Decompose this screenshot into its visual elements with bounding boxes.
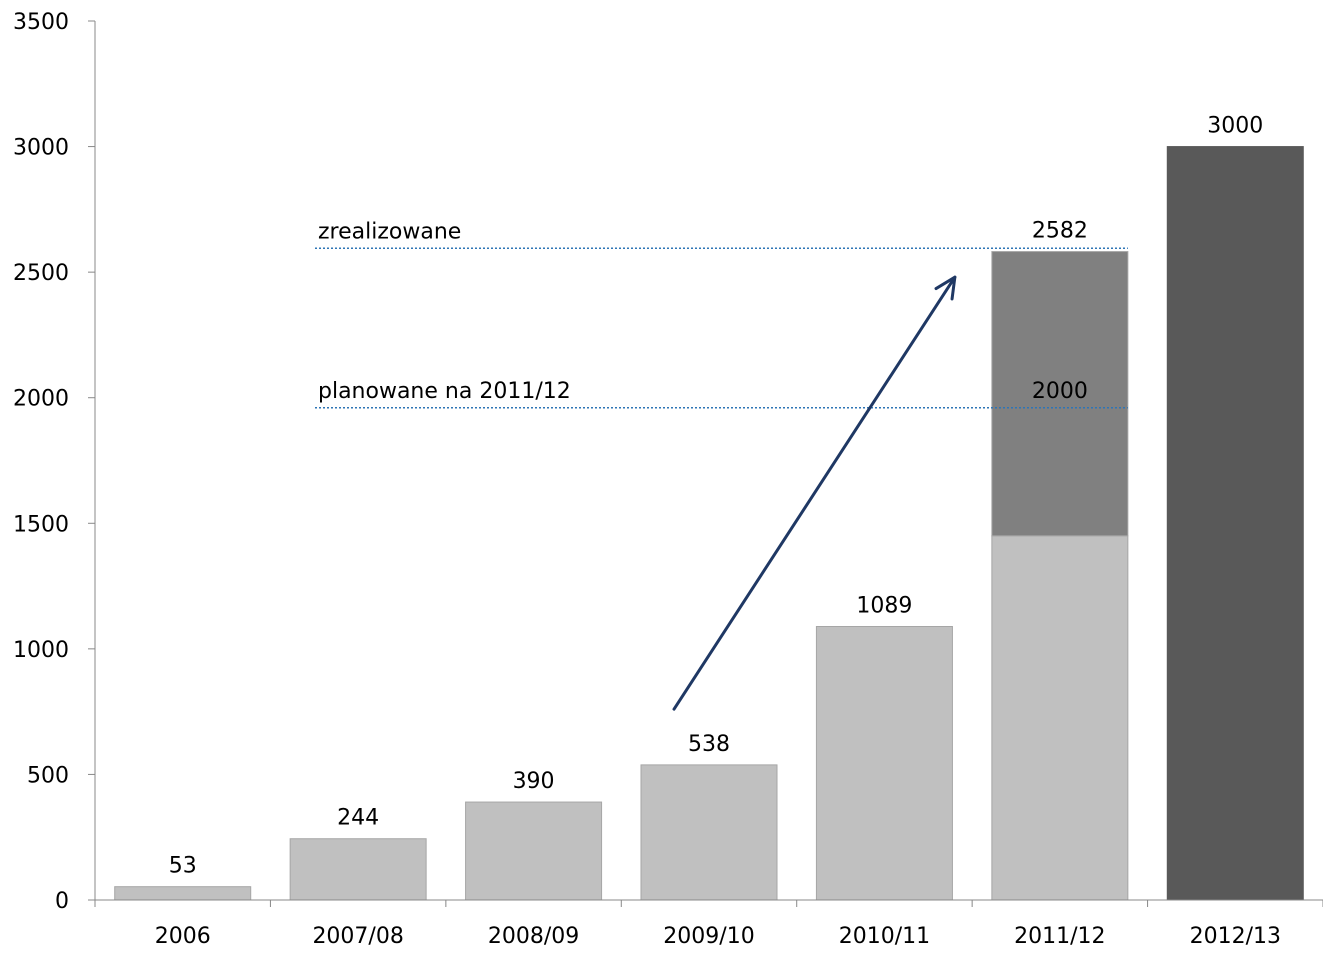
x-tick-label: 2012/13: [1190, 924, 1281, 949]
bar: [114, 886, 252, 901]
trend-arrow-shaft: [672, 275, 957, 711]
bar-segment-lower: [991, 535, 1129, 901]
bar: [465, 801, 603, 901]
bar-value-label: 538: [688, 732, 730, 757]
y-tick-label: 3000: [13, 136, 69, 161]
x-tick-label: 2009/10: [663, 924, 754, 949]
bar-value-label: 390: [513, 769, 555, 794]
x-tick-label: 2008/09: [488, 924, 579, 949]
y-tick-label: 3500: [13, 10, 69, 35]
axes-layer: 0 500 1000 1500 2000 2500 3000 3500 2006 2007/08 2…: [13, 10, 1323, 949]
y-tick-label: 2000: [13, 387, 69, 412]
reference-lines-layer: [315, 247, 1128, 409]
y-tick-label: 1500: [13, 512, 69, 537]
trend-arrow-head: [934, 275, 957, 301]
x-tick-label: 2010/11: [839, 924, 930, 949]
bar-value-label: 3000: [1207, 114, 1263, 139]
y-tick-label: 500: [27, 763, 69, 788]
bars-layer: [114, 146, 1304, 901]
x-tick-label: 2006: [155, 924, 211, 949]
x-tick-label: 2011/12: [1014, 924, 1105, 949]
bar-value-label: 2582: [1032, 219, 1088, 244]
y-tick-label: 0: [55, 889, 69, 914]
reference-line-label: planowane na 2011/12: [318, 379, 571, 404]
bar: [289, 838, 427, 901]
y-tick-label: 2500: [13, 261, 69, 286]
reference-line-label: zrealizowane: [318, 219, 461, 244]
bar: [640, 764, 778, 901]
bar-segment-upper: [991, 251, 1129, 537]
reference-line-value-label: 2000: [1032, 379, 1088, 404]
labels-layer: 53 244 390 538 1089 2582 3000 zrealizowane plano…: [169, 114, 1264, 879]
y-tick-label: 1000: [13, 638, 69, 663]
x-tick-label: 2007/08: [312, 924, 403, 949]
bar-value-label: 53: [169, 854, 197, 879]
bar: [815, 626, 953, 901]
bar-value-label: 244: [337, 806, 379, 831]
bar: [1166, 146, 1304, 901]
bar-value-label: 1089: [856, 594, 912, 619]
